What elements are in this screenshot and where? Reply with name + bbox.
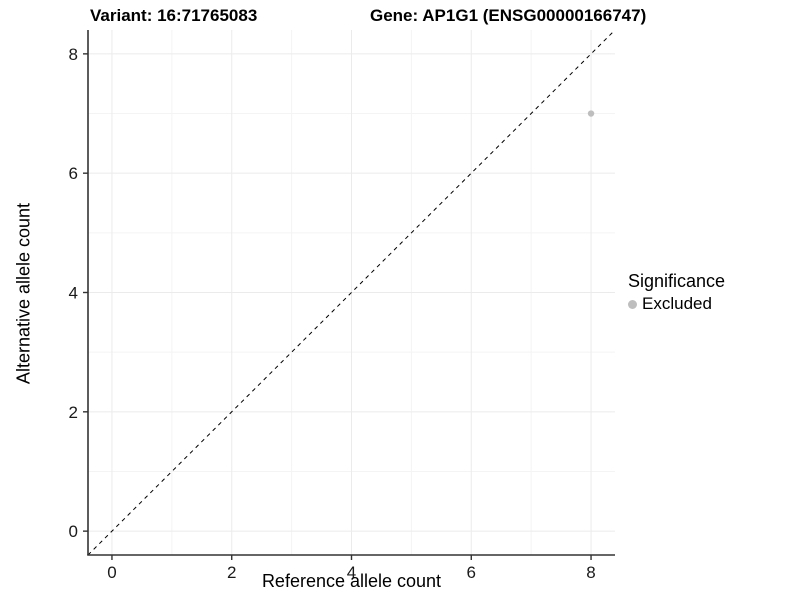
x-tick-label: 6	[467, 563, 476, 582]
legend-key-dot	[628, 299, 637, 309]
variant-title: Variant: 16:71765083	[90, 6, 258, 25]
y-tick-label: 0	[69, 522, 78, 541]
legend-item-label: Excluded	[642, 294, 712, 313]
legend-items: Excluded	[628, 294, 725, 314]
data-point	[587, 110, 595, 117]
legend-item: Excluded	[628, 294, 725, 314]
y-tick-label: 2	[69, 403, 78, 422]
y-tick-label: 8	[69, 45, 78, 64]
legend: Significance Excluded	[628, 271, 725, 314]
identity-line	[87, 29, 616, 556]
x-tick-label: 8	[586, 563, 595, 582]
legend-title: Significance	[628, 271, 726, 291]
y-axis-title: Alternative allele count	[13, 202, 34, 385]
y-tick-label: 4	[69, 284, 78, 303]
x-axis-title: Reference allele count	[261, 571, 442, 591]
x-tick-label: 4	[347, 563, 356, 582]
gene-title: Gene: AP1G1 (ENSG00000166747)	[370, 6, 647, 25]
y-tick-label: 6	[69, 164, 78, 183]
x-tick-label: 2	[227, 563, 236, 582]
x-tick-label: 0	[107, 563, 116, 582]
